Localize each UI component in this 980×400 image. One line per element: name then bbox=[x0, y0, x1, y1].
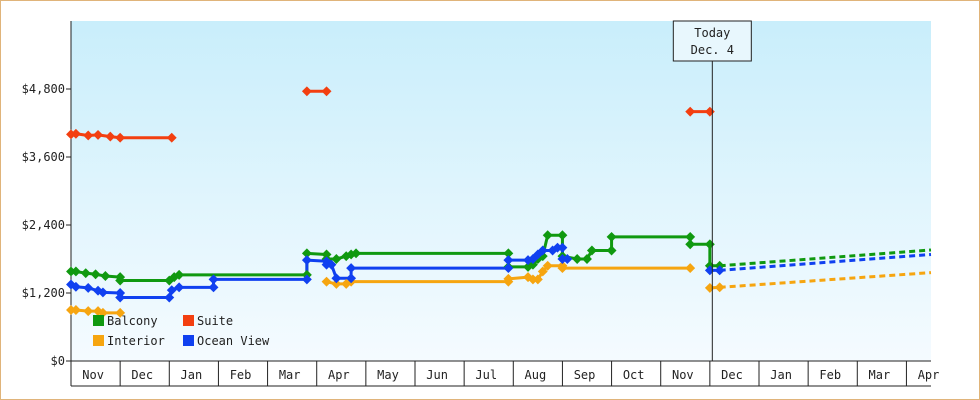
interior-data-point[interactable] bbox=[542, 260, 553, 271]
x-tick-label: Dec bbox=[721, 368, 743, 382]
balcony-data-point[interactable] bbox=[301, 248, 312, 259]
balcony-projection-line bbox=[719, 248, 932, 268]
balcony-data-point[interactable] bbox=[606, 231, 617, 242]
suite-data-point[interactable] bbox=[115, 132, 126, 143]
legend-label-interior: Interior bbox=[107, 334, 165, 348]
legend-swatch-ocean-view bbox=[183, 335, 194, 346]
x-tick-label: Aug bbox=[525, 368, 547, 382]
plot-background bbox=[71, 21, 931, 361]
y-tick-label: $0 bbox=[51, 354, 65, 368]
ocean-view-data-point[interactable] bbox=[714, 265, 725, 276]
y-tick-label: $1,200 bbox=[22, 286, 65, 300]
ocean-view-data-point[interactable] bbox=[208, 274, 219, 285]
balcony-data-point[interactable] bbox=[351, 248, 361, 259]
ocean-view-data-point[interactable] bbox=[346, 263, 357, 274]
ocean-view-data-point[interactable] bbox=[537, 245, 548, 256]
suite-data-point[interactable] bbox=[166, 132, 177, 143]
x-tick-label: Dec bbox=[131, 368, 153, 382]
suite-data-point[interactable] bbox=[105, 131, 116, 142]
interior-data-point[interactable] bbox=[685, 263, 696, 274]
interior-data-point[interactable] bbox=[532, 274, 543, 285]
interior-projection-line bbox=[719, 271, 932, 289]
ocean-view-data-point[interactable] bbox=[326, 259, 337, 270]
interior-data-point[interactable] bbox=[503, 273, 514, 284]
balcony-data-point[interactable] bbox=[542, 230, 553, 241]
interior-data-point[interactable] bbox=[537, 266, 548, 277]
balcony-data-point[interactable] bbox=[572, 254, 583, 264]
x-tick-label: Jun bbox=[426, 368, 448, 382]
balcony-data-point[interactable] bbox=[606, 245, 617, 256]
interior-data-point[interactable] bbox=[714, 282, 725, 293]
x-tick-label: Mar bbox=[279, 368, 301, 382]
x-tick-label: Oct bbox=[623, 368, 645, 382]
balcony-data-point[interactable] bbox=[685, 239, 696, 250]
ocean-view-data-point[interactable] bbox=[346, 273, 357, 284]
interior-data-point[interactable] bbox=[557, 263, 568, 274]
y-tick-label: $4,800 bbox=[22, 82, 65, 96]
y-tick-label: $2,400 bbox=[22, 218, 65, 232]
x-tick-label: Jan bbox=[770, 368, 792, 382]
x-tick-label: Apr bbox=[328, 368, 350, 382]
legend-swatch-interior bbox=[93, 335, 104, 346]
balcony-data-point[interactable] bbox=[557, 230, 568, 241]
interior-data-point[interactable] bbox=[321, 276, 332, 287]
ocean-view-data-point[interactable] bbox=[562, 254, 573, 264]
x-tick-label: Feb bbox=[819, 368, 841, 382]
suite-data-point[interactable] bbox=[93, 129, 103, 140]
balcony-data-point[interactable] bbox=[174, 269, 185, 280]
ocean-view-data-point[interactable] bbox=[503, 263, 514, 274]
ocean-view-data-point[interactable] bbox=[557, 242, 568, 253]
ocean-view-projection-line bbox=[719, 252, 932, 272]
balcony-data-point[interactable] bbox=[586, 245, 597, 256]
x-tick-label: Feb bbox=[230, 368, 252, 382]
legend-label-suite: Suite bbox=[197, 314, 233, 328]
today-date: Dec. 4 bbox=[691, 43, 734, 57]
x-tick-label: Jan bbox=[181, 368, 203, 382]
x-tick-label: Jul bbox=[475, 368, 497, 382]
legend-swatch-balcony bbox=[93, 315, 104, 326]
ocean-view-data-point[interactable] bbox=[166, 285, 177, 296]
ocean-view-data-point[interactable] bbox=[208, 282, 219, 293]
suite-data-point[interactable] bbox=[83, 130, 94, 141]
legend-swatch-suite bbox=[183, 315, 194, 326]
ocean-view-data-point[interactable] bbox=[174, 282, 185, 293]
legend-label-balcony: Balcony bbox=[107, 314, 158, 328]
suite-data-point[interactable] bbox=[685, 106, 696, 117]
x-tick-label: Nov bbox=[82, 368, 104, 382]
ocean-view-data-point[interactable] bbox=[301, 274, 312, 285]
today-marker-box bbox=[672, 20, 752, 62]
x-tick-label: Apr bbox=[918, 368, 940, 382]
x-tick-label: Sep bbox=[574, 368, 596, 382]
legend-label-ocean-view: Ocean View bbox=[197, 334, 270, 348]
y-tick-label: $3,600 bbox=[22, 150, 65, 164]
balcony-data-point[interactable] bbox=[582, 254, 592, 264]
balcony-data-point[interactable] bbox=[503, 248, 514, 259]
balcony-data-point[interactable] bbox=[685, 231, 696, 242]
ocean-view-data-point[interactable] bbox=[331, 273, 342, 284]
x-tick-label: May bbox=[377, 368, 399, 382]
x-tick-label: Mar bbox=[869, 368, 891, 382]
today-label: Today bbox=[694, 26, 730, 40]
x-tick-label: Nov bbox=[672, 368, 694, 382]
suite-data-point[interactable] bbox=[70, 128, 81, 139]
interior-data-point[interactable] bbox=[331, 278, 342, 289]
